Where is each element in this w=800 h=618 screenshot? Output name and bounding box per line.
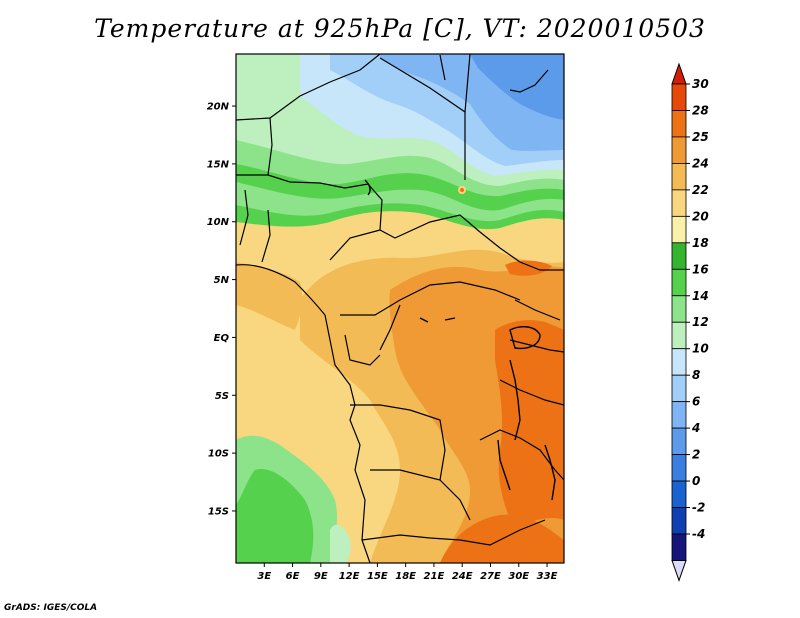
colorbar-segment xyxy=(671,268,687,297)
colorbar-segment xyxy=(671,163,687,191)
latitude-axis: 20N 15N 10N 5N EQ 5S 10S 15S xyxy=(207,102,236,517)
grads-credit: GrADS: IGES/COLA xyxy=(4,603,98,613)
colorbar-label: 16 xyxy=(692,262,709,276)
lat-label: 15N xyxy=(207,159,230,170)
colorbar-segment xyxy=(671,454,687,482)
colorbar-label: 10 xyxy=(692,342,709,356)
colorbar-label: 8 xyxy=(692,368,700,382)
lat-label: EQ xyxy=(214,333,230,344)
colorbar-label: 18 xyxy=(692,236,709,250)
country-boundaries xyxy=(236,54,564,563)
lat-label: 5N xyxy=(214,275,230,286)
lat-label: 5S xyxy=(215,391,229,402)
lat-label: 20N xyxy=(207,102,230,113)
lon-label: 15E xyxy=(367,571,388,582)
colorbar-segment xyxy=(671,321,687,350)
lon-label: 27E xyxy=(480,571,501,582)
colorbar-label: 25 xyxy=(692,130,709,144)
lat-label: 10N xyxy=(207,217,230,228)
colorbar-segment xyxy=(671,189,687,217)
lon-label: 30E xyxy=(508,571,529,582)
colorbar-segment xyxy=(671,110,687,138)
colorbar-label: -4 xyxy=(692,527,705,541)
lon-label: 24E xyxy=(452,571,473,582)
colorbar-segment xyxy=(671,480,687,508)
colorbar-label: 24 xyxy=(692,156,709,170)
colorbar-label: 0 xyxy=(692,474,700,488)
colorbar-label: 28 xyxy=(692,103,709,117)
lon-label: 6E xyxy=(286,571,300,582)
colorbar-segment xyxy=(671,242,687,270)
colorbar-over-arrow xyxy=(671,62,687,85)
colorbar-segment xyxy=(671,507,687,535)
lat-label: 10S xyxy=(208,449,229,460)
map-frame xyxy=(235,53,565,564)
colorbar-segment xyxy=(671,83,687,111)
colorbar-label: 2 xyxy=(692,448,700,462)
colorbar-under-arrow xyxy=(671,559,687,582)
lon-label: 9E xyxy=(314,571,328,582)
colorbar-label: 30 xyxy=(692,77,709,91)
colorbar-segment xyxy=(671,295,687,323)
colorbar-label: 20 xyxy=(692,209,709,223)
lat-label: 15S xyxy=(208,506,229,517)
colorbar-segment xyxy=(671,533,687,561)
colorbar-segment xyxy=(671,374,687,403)
lon-label: 21E xyxy=(424,571,445,582)
longitude-axis: 3E 6E 9E 12E 15E 18E 21E 24E 27E 30E 33E xyxy=(257,563,558,582)
lon-label: 18E xyxy=(395,571,416,582)
colorbar-segment xyxy=(671,136,687,164)
lon-label: 12E xyxy=(339,571,360,582)
temperature-field xyxy=(236,54,564,563)
colorbar-label: 12 xyxy=(692,315,709,329)
colorbar-segment xyxy=(671,348,687,376)
colorbar-segment xyxy=(671,215,687,244)
chart-title: Temperature at 925hPa [C], VT: 202001050… xyxy=(94,14,706,43)
colorbar-label: -2 xyxy=(692,501,705,515)
colorbar-segment xyxy=(671,427,687,455)
colorbar-label: 6 xyxy=(692,395,700,409)
colorbar-label: 22 xyxy=(692,183,709,197)
lon-label: 33E xyxy=(537,571,558,582)
colorbar-label: 14 xyxy=(692,289,709,303)
lon-label: 3E xyxy=(257,571,271,582)
colorbar-segment xyxy=(671,401,687,429)
lakes xyxy=(364,179,556,501)
colorbar-label: 4 xyxy=(691,421,700,435)
